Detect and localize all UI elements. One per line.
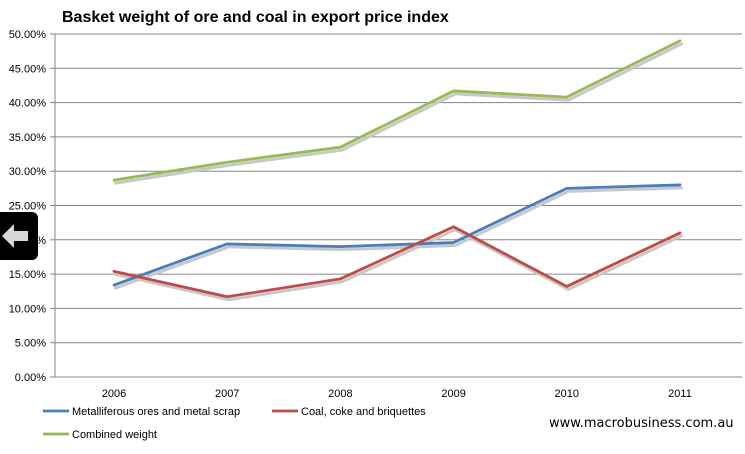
series-shadow [114,42,683,185]
y-tick-label: 0.00% [15,372,46,384]
data-point [678,231,682,235]
series-shadow [114,228,683,302]
y-tick-label: 30.00% [9,166,47,178]
data-point [112,270,116,273]
series-shadow [114,186,683,290]
x-tick-label: 2008 [328,388,352,400]
series-line-2 [112,39,682,182]
legend-label: Coal, coke and briquettes [301,406,426,418]
y-tick-label: 15.00% [9,269,47,281]
data-point [452,241,455,244]
data-point [565,187,568,190]
x-tick-label: 2007 [215,388,239,400]
legend-item: Metalliferous ores and metal scrap [43,406,240,418]
y-tick-label: 5.00% [15,338,46,350]
data-point [452,225,455,228]
legend-label: Combined weight [72,429,157,441]
back-arrow-button[interactable] [0,212,38,260]
data-point [226,161,229,164]
x-tick-label: 2006 [102,388,126,400]
data-point [112,283,116,287]
y-tick-label: 25.00% [9,201,47,213]
data-point [112,178,116,182]
y-tick-label: 40.00% [9,98,47,110]
data-point [226,295,229,298]
data-point [565,95,568,99]
legend-item: Combined weight [43,429,157,441]
left-arrow-icon [2,224,28,248]
data-point [339,277,342,281]
legend-item: Coal, coke and briquettes [272,406,426,418]
data-point [678,39,682,43]
x-tick-label: 2010 [555,388,579,400]
legend-label: Metalliferous ores and metal scrap [72,406,240,418]
y-tick-label: 35.00% [9,132,47,144]
y-tick-label: 10.00% [9,303,47,315]
data-point [226,242,229,246]
x-tick-label: 2009 [441,388,465,400]
data-point [678,183,682,187]
data-point [565,285,568,288]
chart-title: Basket weight of ore and coal in export … [62,9,449,26]
series-line-0 [112,183,682,287]
x-tick-label: 2011 [668,388,692,400]
data-point [452,89,455,93]
y-tick-label: 45.00% [9,63,47,75]
series-line-1 [112,225,682,299]
data-point [339,245,342,248]
data-point [339,145,342,149]
source-credit: www.macrobusiness.com.au [549,416,734,431]
y-tick-label: 50.00% [9,29,47,41]
